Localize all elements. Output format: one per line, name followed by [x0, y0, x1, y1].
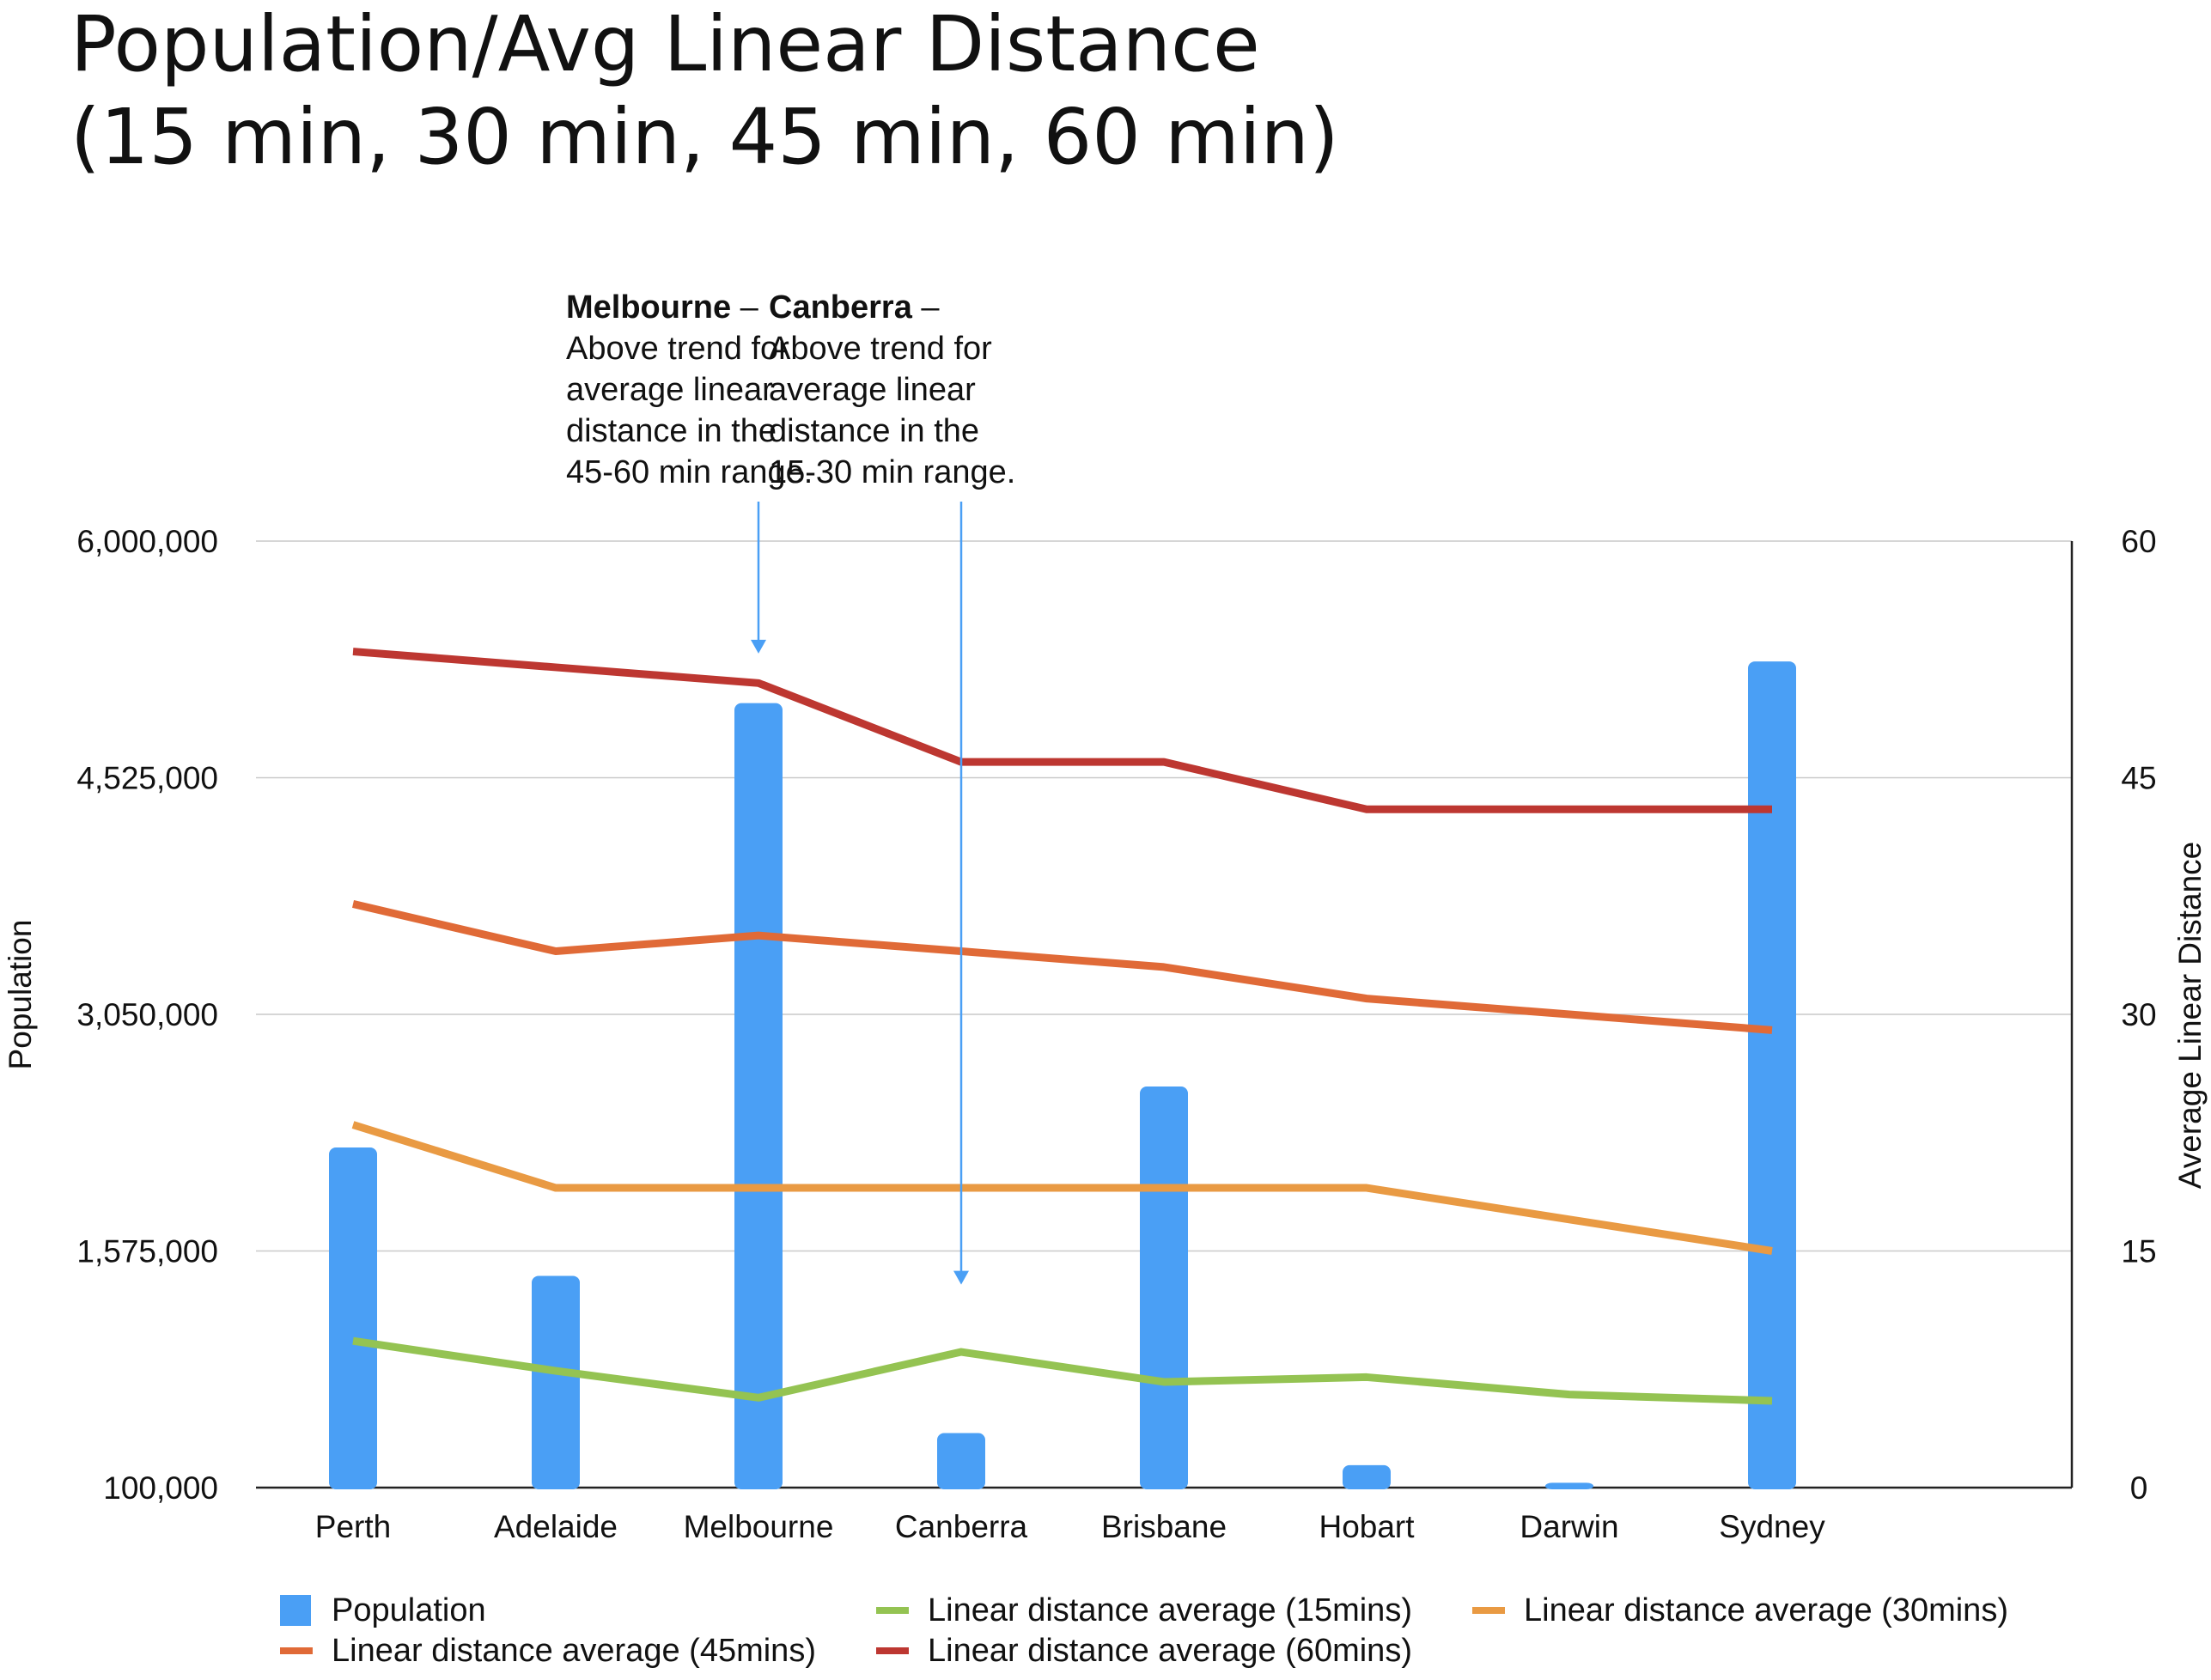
- annotation-text-melbourne: Melbourne –: [566, 289, 759, 326]
- y-right-tick-label: 60: [2121, 524, 2156, 559]
- annotation-line: average linear: [769, 372, 976, 408]
- line-linear-distance-average-30mins: [351, 1121, 1773, 1255]
- y-left-tick-label: 6,000,000: [76, 524, 218, 559]
- annotation-melbourne: Melbourne – Above trend for average linear…: [566, 289, 813, 654]
- legend: Population Linear distance average (15min…: [280, 1592, 2008, 1669]
- x-tick-label-perth: Perth: [315, 1509, 391, 1544]
- annotation-line: distance in the: [566, 413, 777, 449]
- legend-label: Population: [332, 1592, 486, 1628]
- legend-item-linear-distance-average-15mins: Linear distance average (15mins): [876, 1592, 1412, 1628]
- y-right-tick-label: 0: [2130, 1470, 2148, 1506]
- legend-item-linear-distance-average-45mins: Linear distance average (45mins): [280, 1633, 816, 1669]
- bar-brisbane: [1140, 1087, 1188, 1489]
- y-left-tick-label: 100,000: [103, 1470, 218, 1506]
- x-tick-label-adelaide: Adelaide: [494, 1509, 618, 1544]
- annotation-line: 15-30 min range.: [769, 454, 1015, 490]
- legend-label: Linear distance average (45mins): [332, 1633, 816, 1669]
- annotation-line: –: [912, 289, 941, 326]
- y-left-tick-label: 1,575,000: [76, 1234, 218, 1269]
- annotation-line: Above trend for: [566, 331, 789, 367]
- y-right-tick-label: 45: [2121, 761, 2156, 796]
- x-tick-label-canberra: Canberra: [895, 1509, 1028, 1544]
- bar-canberra: [937, 1433, 985, 1489]
- chart-subtitle: (15 min, 30 min, 45 min, 60 min): [70, 92, 1339, 181]
- legend-item-linear-distance-average-30mins: Linear distance average (30mins): [1472, 1592, 2008, 1628]
- y-right-tick-label: 15: [2121, 1234, 2156, 1269]
- annotation-bold: Canberra: [769, 289, 913, 326]
- y-left-tick-label: 3,050,000: [76, 997, 218, 1032]
- legend-swatch: [280, 1595, 311, 1626]
- bar-melbourne: [734, 703, 783, 1489]
- bar-perth: [329, 1147, 377, 1489]
- chart-title: Population/Avg Linear Distance: [70, 0, 1260, 88]
- y-left-tick-label: 4,525,000: [76, 761, 218, 796]
- bar-adelaide: [532, 1275, 580, 1489]
- y-right-tick-label: 30: [2121, 997, 2156, 1032]
- axes: 100,000 1,575,000 3,050,000 4,525,000 6,000,…: [3, 524, 2208, 1544]
- x-tick-label-darwin: Darwin: [1520, 1509, 1618, 1544]
- line-linear-distance-average-15mins: [352, 1336, 1773, 1405]
- annotation-bold: Melbourne: [566, 289, 731, 326]
- line-linear-distance-average-60mins: [352, 648, 1772, 813]
- annotation-line: –: [731, 289, 759, 326]
- annotation-canberra: Canberra – Above trend for average linear d…: [769, 289, 1015, 1285]
- annotation-line: average linear: [566, 372, 773, 408]
- annotation-line: Above trend for: [769, 331, 992, 367]
- legend-label: Linear distance average (15mins): [928, 1592, 1412, 1628]
- bar-sydney: [1748, 661, 1796, 1489]
- y-left-axis-title: Population: [3, 920, 38, 1070]
- annotation-line: distance in the: [769, 413, 979, 449]
- line-linear-distance-average-45mins: [351, 900, 1773, 1034]
- annotation-arrow-head: [953, 1270, 969, 1285]
- bar-darwin: [1545, 1482, 1593, 1489]
- legend-label: Linear distance average (30mins): [1524, 1592, 2008, 1628]
- x-tick-label-melbourne: Melbourne: [684, 1509, 834, 1544]
- x-tick-label-sydney: Sydney: [1719, 1509, 1825, 1544]
- x-tick-label-hobart: Hobart: [1319, 1509, 1415, 1544]
- y-right-axis-title: Average Linear Distance: [2172, 842, 2208, 1190]
- bar-hobart: [1343, 1464, 1391, 1489]
- legend-item-linear-distance-average-60mins: Linear distance average (60mins): [876, 1633, 1412, 1669]
- annotation-arrow-head: [751, 639, 766, 654]
- x-tick-label-brisbane: Brisbane: [1101, 1509, 1227, 1544]
- annotation-line: 45-60 min range.: [566, 454, 813, 490]
- distance-lines: [351, 648, 1773, 1405]
- annotation-text-canberra: Canberra –: [769, 289, 940, 326]
- legend-item-population: Population: [280, 1592, 486, 1628]
- legend-label: Linear distance average (60mins): [928, 1633, 1412, 1669]
